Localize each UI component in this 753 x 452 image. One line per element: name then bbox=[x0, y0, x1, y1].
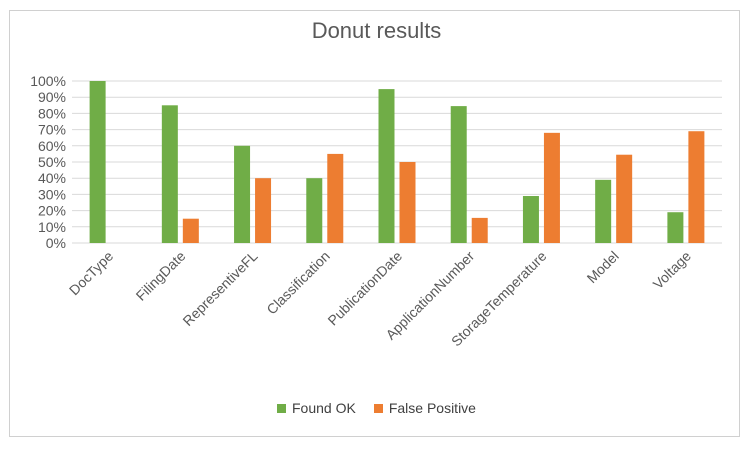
y-tick-label: 70% bbox=[38, 122, 66, 138]
legend-item-false-positive: False Positive bbox=[373, 400, 476, 416]
bar-found-ok bbox=[161, 105, 178, 243]
y-tick-label: 100% bbox=[30, 73, 66, 89]
y-tick-label: 40% bbox=[38, 170, 66, 186]
x-tick-label: PublicationDate bbox=[324, 248, 405, 329]
y-tick-label: 50% bbox=[38, 154, 66, 170]
legend-label-found-ok: Found OK bbox=[292, 400, 356, 416]
y-tick-label: 80% bbox=[38, 105, 66, 121]
y-tick-label: 60% bbox=[38, 138, 66, 154]
bar-false-positive bbox=[616, 154, 633, 243]
bar-found-ok bbox=[306, 178, 323, 243]
x-tick-label: Model bbox=[584, 248, 622, 286]
bar-false-positive bbox=[327, 153, 344, 243]
chart-title: Donut results bbox=[311, 18, 442, 43]
y-tick-label: 10% bbox=[38, 219, 66, 235]
x-tick-label: RepresentiveFL bbox=[179, 248, 260, 329]
bar-found-ok bbox=[595, 179, 612, 243]
legend-swatch-false-positive bbox=[373, 403, 383, 413]
chart-legend: Found OK False Positive bbox=[0, 400, 753, 416]
bar-false-positive bbox=[255, 178, 272, 243]
x-tick-label: Voltage bbox=[650, 248, 694, 292]
legend-swatch-found-ok bbox=[277, 403, 286, 413]
legend-label-false-positive: False Positive bbox=[388, 400, 476, 416]
legend-item-found-ok: Found OK bbox=[277, 400, 356, 416]
bar-found-ok bbox=[89, 81, 106, 243]
x-tick-label: DocType bbox=[66, 248, 117, 299]
bar-found-ok bbox=[522, 196, 539, 243]
bar-false-positive bbox=[399, 162, 416, 243]
bar-false-positive bbox=[182, 218, 199, 243]
bar-found-ok bbox=[234, 145, 251, 243]
bar-found-ok bbox=[667, 212, 684, 243]
y-tick-label: 30% bbox=[38, 186, 66, 202]
x-tick-label: Classification bbox=[263, 248, 333, 318]
x-tick-label: FilingDate bbox=[133, 248, 189, 304]
y-tick-label: 0% bbox=[46, 235, 66, 251]
bar-found-ok bbox=[450, 106, 467, 243]
bar-found-ok bbox=[378, 89, 395, 243]
bar-false-positive bbox=[688, 131, 705, 243]
y-tick-label: 20% bbox=[38, 203, 66, 219]
bar-false-positive bbox=[471, 217, 488, 243]
bar-false-positive bbox=[543, 132, 560, 243]
y-tick-label: 90% bbox=[38, 89, 66, 105]
